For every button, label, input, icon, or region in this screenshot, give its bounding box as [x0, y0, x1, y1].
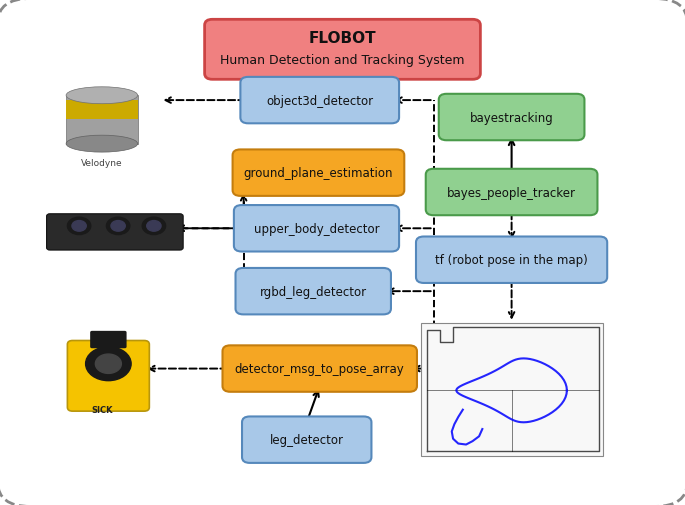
Ellipse shape — [66, 136, 138, 153]
FancyBboxPatch shape — [66, 96, 138, 144]
Circle shape — [86, 347, 131, 381]
FancyBboxPatch shape — [67, 341, 149, 412]
FancyBboxPatch shape — [426, 170, 597, 216]
Circle shape — [111, 221, 125, 232]
FancyBboxPatch shape — [242, 417, 371, 463]
FancyBboxPatch shape — [416, 237, 607, 283]
FancyBboxPatch shape — [233, 150, 404, 196]
Text: bayes_people_tracker: bayes_people_tracker — [447, 186, 576, 199]
Text: leg_detector: leg_detector — [270, 433, 344, 446]
FancyBboxPatch shape — [439, 94, 584, 141]
Circle shape — [147, 221, 161, 232]
Text: rgbd_leg_detector: rgbd_leg_detector — [260, 285, 366, 298]
FancyBboxPatch shape — [234, 206, 399, 252]
Circle shape — [67, 218, 91, 235]
Text: ground_plane_estimation: ground_plane_estimation — [244, 167, 393, 180]
Circle shape — [106, 218, 130, 235]
Text: bayestracking: bayestracking — [470, 111, 553, 124]
Text: upper_body_detector: upper_body_detector — [253, 222, 379, 235]
Text: object3d_detector: object3d_detector — [266, 94, 373, 108]
Text: detector_msg_to_pose_array: detector_msg_to_pose_array — [235, 363, 405, 375]
Text: SICK: SICK — [91, 405, 112, 414]
Text: Velodyne: Velodyne — [81, 159, 123, 168]
Ellipse shape — [66, 87, 138, 105]
Text: FLOBOT: FLOBOT — [309, 31, 376, 46]
FancyBboxPatch shape — [236, 269, 391, 315]
FancyBboxPatch shape — [205, 20, 480, 80]
Circle shape — [95, 355, 121, 374]
FancyBboxPatch shape — [240, 78, 399, 124]
Bar — [421, 323, 603, 456]
FancyBboxPatch shape — [90, 331, 127, 348]
Text: ASUS: ASUS — [110, 254, 133, 263]
Circle shape — [142, 218, 166, 235]
FancyBboxPatch shape — [47, 214, 183, 250]
Bar — [66, 101, 138, 120]
Text: Human Detection and Tracking System: Human Detection and Tracking System — [221, 55, 464, 67]
Text: tf (robot pose in the map): tf (robot pose in the map) — [435, 254, 588, 267]
FancyBboxPatch shape — [223, 345, 417, 392]
Circle shape — [72, 221, 86, 232]
